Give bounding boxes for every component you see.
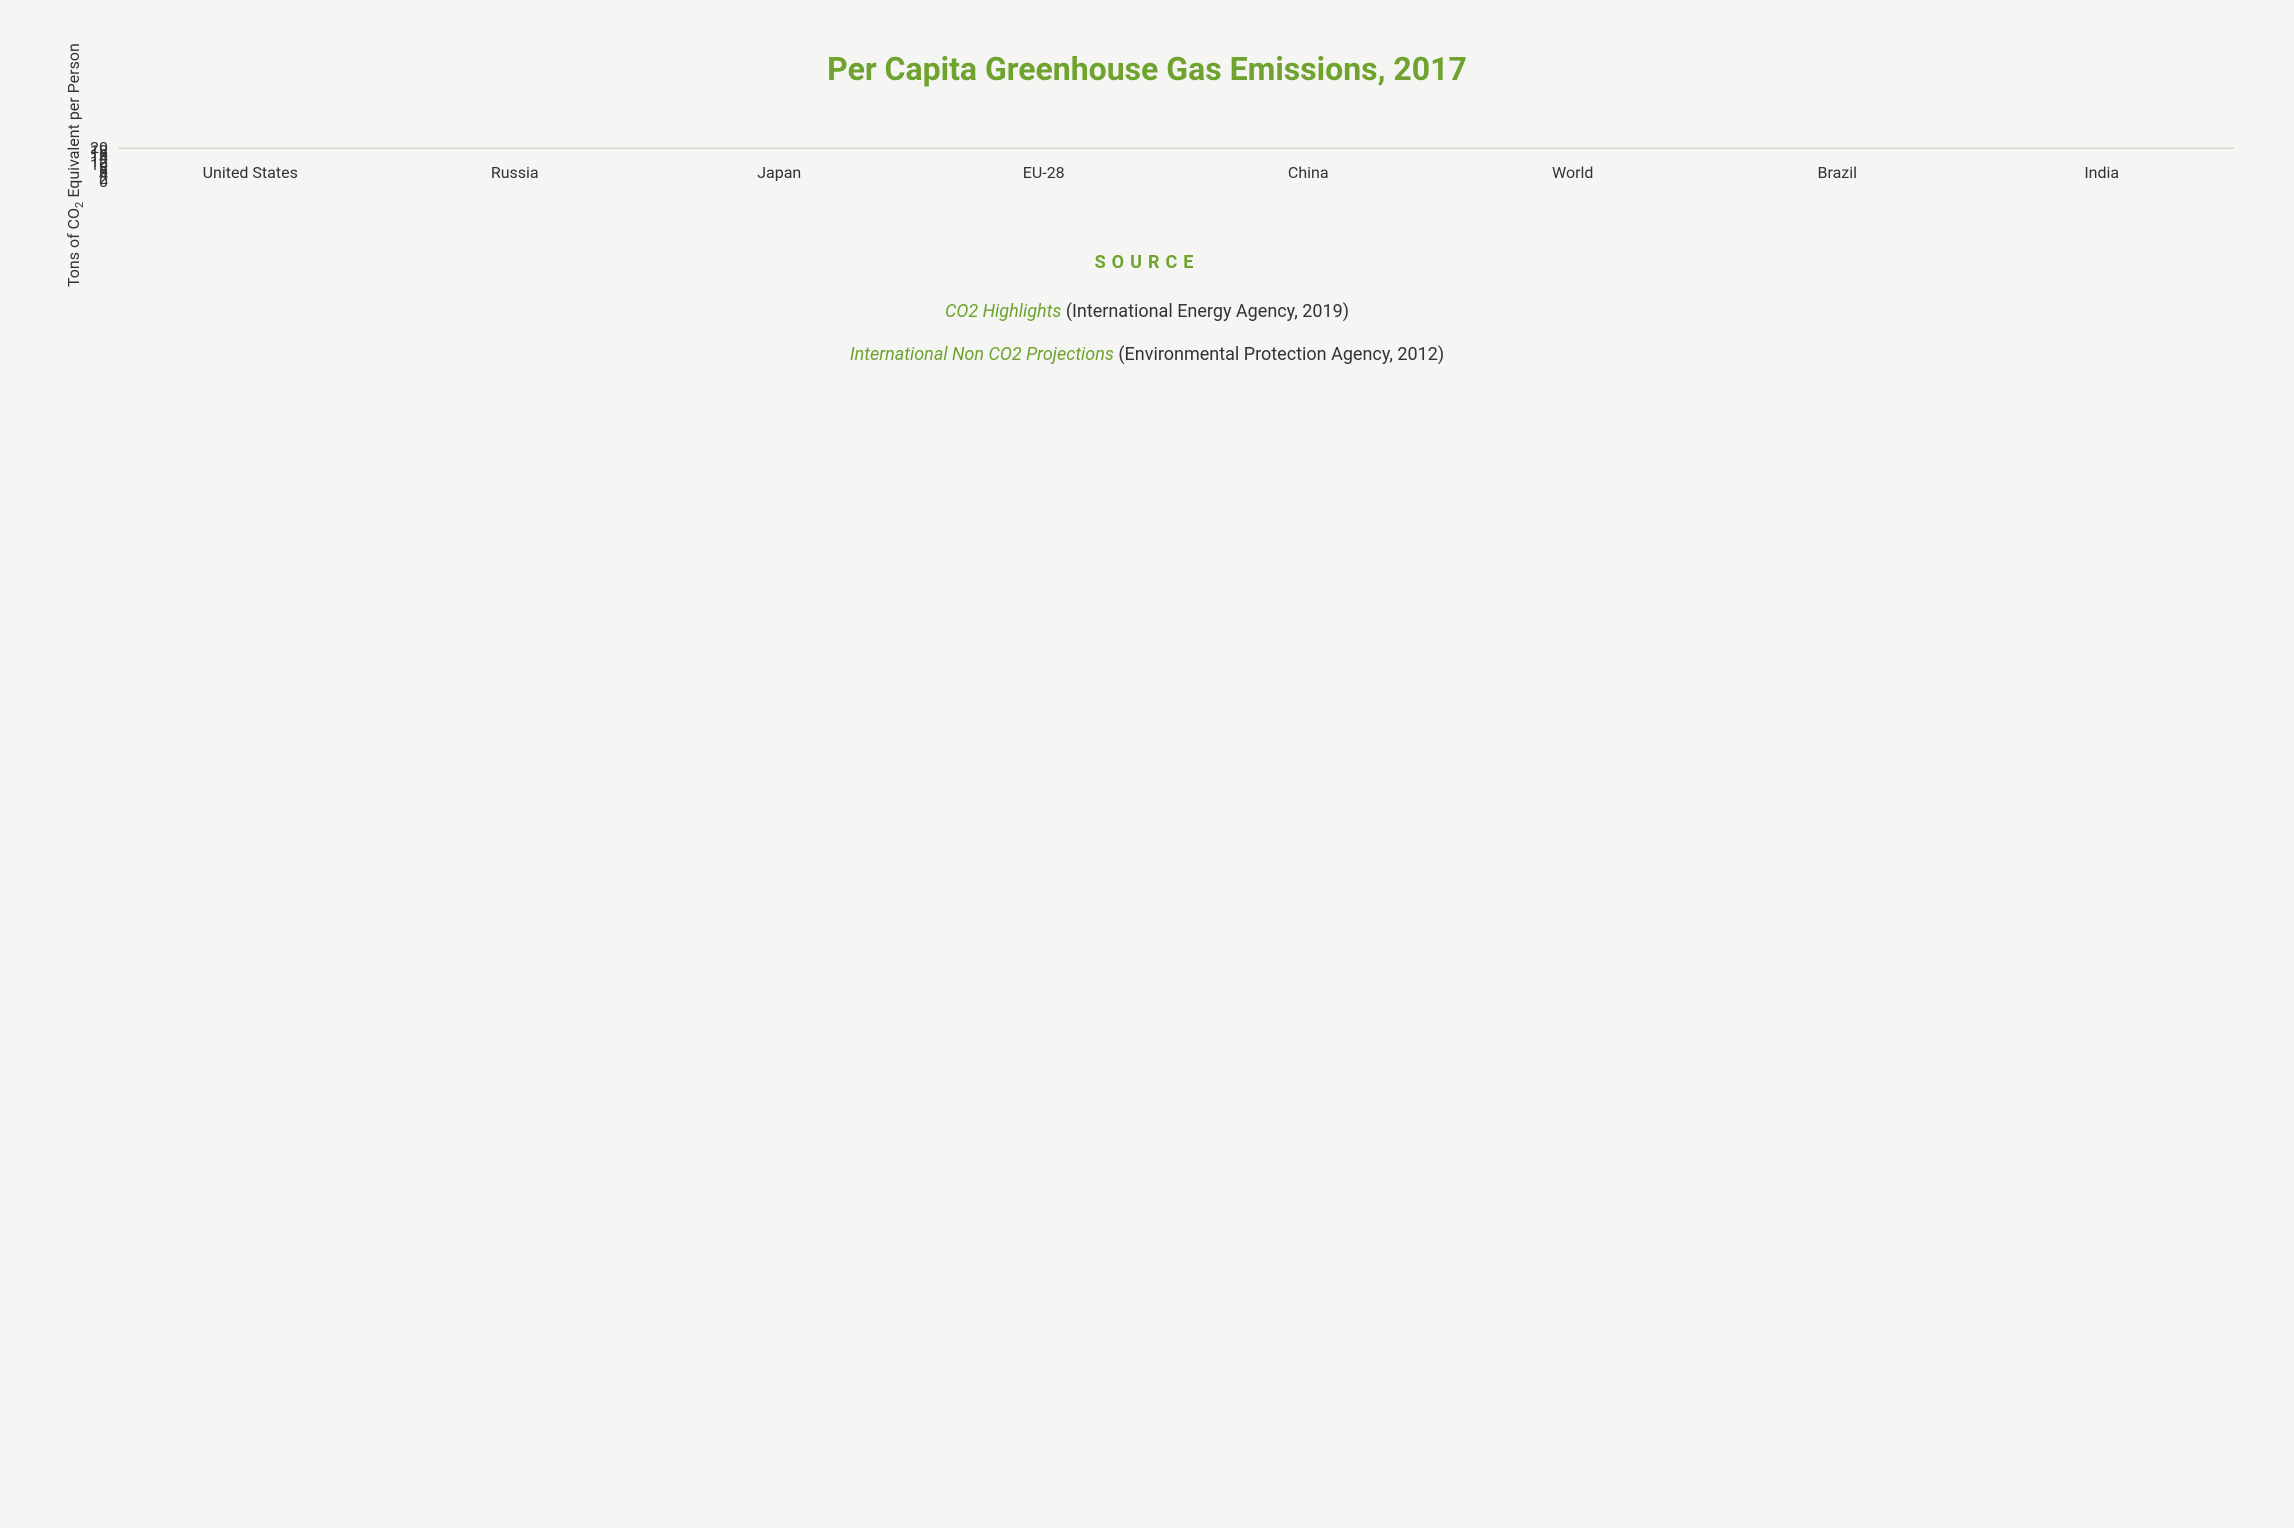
source-2-title[interactable]: International Non CO2 Projections — [850, 344, 1114, 365]
chart-title: Per Capita Greenhouse Gas Emissions, 201… — [60, 50, 2234, 88]
source-line-1: CO2 Highlights (International Energy Age… — [60, 301, 2234, 322]
x-axis-label: United States — [118, 163, 383, 182]
source-2-rest: (Environmental Protection Agency, 2012) — [1114, 344, 1444, 365]
chart-container: Per Capita Greenhouse Gas Emissions, 201… — [0, 0, 2294, 437]
source-heading: SOURCE — [60, 252, 2234, 273]
ylabel-prefix: Tons of CO — [64, 208, 83, 287]
x-axis-label: Japan — [647, 163, 912, 182]
ylabel-suffix: Equivalent per Person — [64, 43, 83, 201]
y-axis-label: Tons of CO2 Equivalent per Person — [64, 43, 86, 287]
gridline — [119, 147, 2234, 148]
plot-and-xaxis: United StatesRussiaJapanEU-28ChinaWorldB… — [118, 148, 2234, 182]
chart-footer: SOURCE CO2 Highlights (International Ene… — [60, 252, 2234, 365]
source-line-2: International Non CO2 Projections (Envir… — [60, 344, 2234, 365]
x-axis-label: Russia — [382, 163, 647, 182]
x-axis-labels: United StatesRussiaJapanEU-28ChinaWorldB… — [118, 163, 2234, 182]
y-axis-label-box: Tons of CO2 Equivalent per Person — [60, 148, 90, 182]
x-axis-label: World — [1440, 163, 1705, 182]
plot-area — [118, 148, 2234, 149]
chart-inner: 20 18 16 14 12 10 8 6 4 2 0 United State… — [90, 148, 2234, 182]
source-1-rest: (International Energy Agency, 2019) — [1061, 301, 1349, 322]
x-axis-label: India — [1969, 163, 2234, 182]
chart-wrapper: Tons of CO2 Equivalent per Person 20 18 … — [60, 148, 2234, 182]
x-axis-label: EU-28 — [911, 163, 1176, 182]
ylabel-sub: 2 — [73, 202, 86, 208]
x-axis-label: Brazil — [1705, 163, 1970, 182]
source-1-title[interactable]: CO2 Highlights — [945, 301, 1061, 322]
y-axis-ticks: 20 18 16 14 12 10 8 6 4 2 0 — [90, 148, 118, 182]
x-axis-label: China — [1176, 163, 1441, 182]
